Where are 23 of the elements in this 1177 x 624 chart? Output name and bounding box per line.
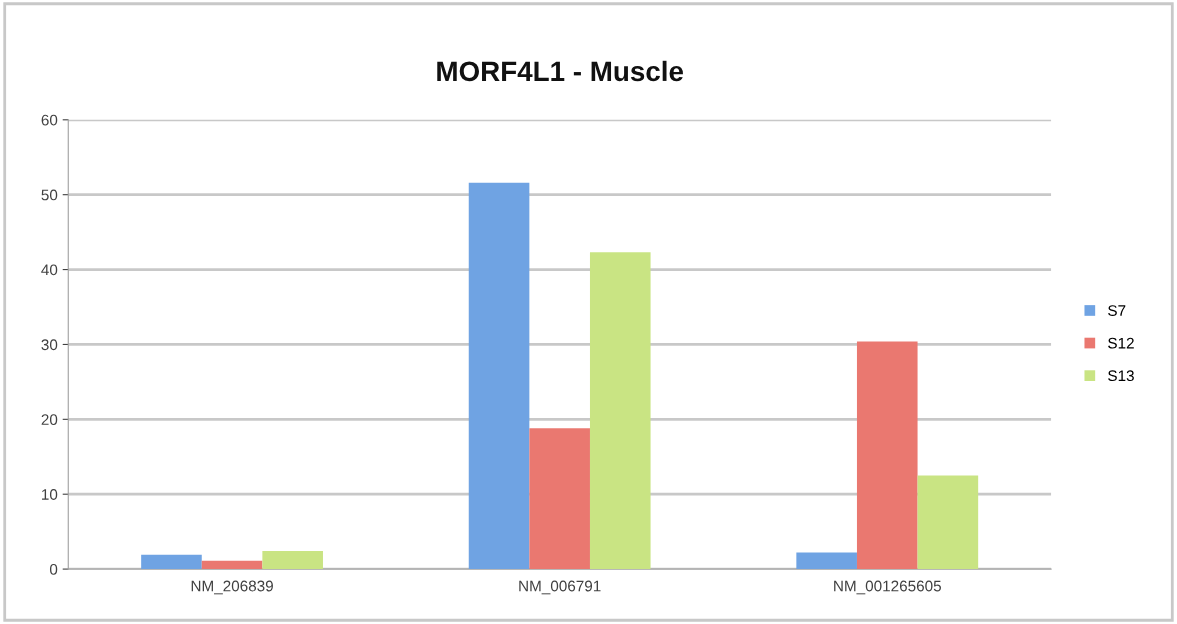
y-tick-label: 30 [41, 339, 58, 351]
bar [529, 428, 590, 570]
legend-label: S12 [1108, 337, 1134, 349]
bar [141, 554, 202, 570]
chart-title: MORF4L1 - Muscle [437, 60, 683, 82]
bar [856, 341, 918, 570]
y-tick-label: 20 [41, 414, 58, 426]
bar [917, 475, 979, 570]
x-tick-label: NM_006791 [519, 580, 601, 595]
bar [262, 551, 323, 570]
y-tick-label: 50 [41, 189, 58, 201]
bar [201, 560, 263, 570]
y-tick-label: 0 [49, 563, 58, 575]
x-tick-label: NM_001265605 [834, 580, 941, 595]
x-tick-label: NM_206839 [191, 580, 273, 595]
y-tick-label: 60 [41, 114, 58, 126]
y-tick-label: 40 [41, 264, 58, 276]
y-tick-label: 10 [42, 489, 58, 500]
bar [589, 252, 651, 570]
bar [796, 552, 857, 570]
legend-label: S7 [1108, 305, 1126, 316]
bar [468, 182, 530, 570]
legend-label: S13 [1108, 370, 1134, 382]
